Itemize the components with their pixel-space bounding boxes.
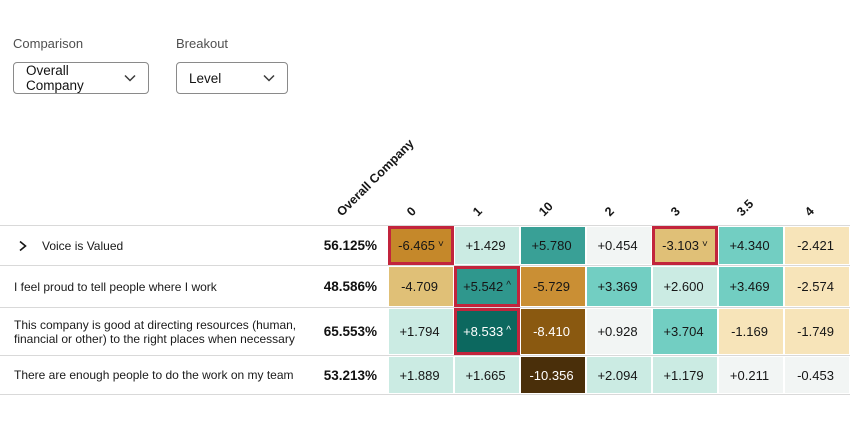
heatmap-cell[interactable]: -6.465 ˅ [388, 225, 454, 265]
heatmap-cell[interactable]: -3.103 ˅ [652, 225, 718, 265]
heatmap-cell[interactable]: +3.469 [718, 265, 784, 307]
column-header-0: 0 [404, 204, 419, 219]
row-label: I feel proud to tell people where I work [14, 279, 217, 294]
significance-down-marker: ˅ [438, 239, 444, 250]
cell-value: -10.356 [529, 367, 574, 383]
heatmap-cell[interactable]: +0.928 [586, 307, 652, 355]
cell-value: +1.794 [399, 324, 440, 339]
cell-value: +1.179 [663, 367, 704, 383]
column-headers: Overall Company 0 1 10 2 3 3.5 4 [0, 113, 850, 225]
cell-value: +1.429 [465, 238, 506, 253]
chevron-down-icon [124, 74, 136, 82]
column-header-4: 4 [802, 204, 817, 219]
heatmap-table: Voice is Valued 56.125% -6.465 ˅ +1.429 +… [0, 225, 850, 395]
heatmap-cell[interactable]: +1.429 [454, 225, 520, 265]
comparison-dropdown-value: Overall Company [26, 63, 84, 93]
cell-value: -5.729 [533, 279, 570, 294]
heatmap-cell[interactable]: -4.709 [388, 265, 454, 307]
cell-value: +0.454 [597, 238, 638, 253]
breakout-dropdown-value: Level [189, 70, 222, 86]
expand-chevron-icon[interactable] [18, 240, 27, 252]
breakout-control: Breakout Level [176, 36, 288, 94]
comparison-value: 48.586% [312, 265, 388, 307]
cell-value: -8.410 [533, 324, 570, 339]
cell-value: -3.103 [662, 238, 700, 253]
cell-value: +0.211 [729, 367, 770, 383]
column-header-3.5: 3.5 [734, 196, 757, 219]
heatmap-cell[interactable]: +2.094 [586, 355, 652, 395]
heatmap-cell[interactable]: +0.454 [586, 225, 652, 265]
comparison-label: Comparison [13, 36, 84, 51]
row-label-cell: This company is good at directing resour… [0, 307, 312, 355]
significance-down-marker: ˅ [702, 239, 708, 250]
heatmap-cell[interactable]: -2.421 [784, 225, 850, 265]
cell-value: +1.665 [465, 367, 506, 383]
heatmap-cell[interactable]: +1.665 [454, 355, 520, 395]
heatmap-cell[interactable]: -10.356 [520, 355, 586, 395]
column-header-1: 1 [470, 204, 485, 219]
comparison-value: 65.553% [312, 307, 388, 355]
comparison-value: 53.213% [312, 355, 388, 395]
cell-value: +5.780 [531, 238, 572, 253]
cell-value: +5.542 [463, 279, 504, 294]
heatmap-cell[interactable]: -8.410 [520, 307, 586, 355]
heatmap-cell[interactable]: +8.533 ^ [454, 307, 520, 355]
heatmap-cell[interactable]: -0.453 [784, 355, 850, 395]
cell-value: +3.469 [729, 279, 770, 294]
cell-value: +0.928 [597, 324, 638, 339]
heatmap-cell[interactable]: +2.600 [652, 265, 718, 307]
cell-value: +2.094 [597, 367, 638, 383]
significance-up-marker: ^ [506, 280, 511, 291]
row-label-cell: I feel proud to tell people where I work [0, 265, 312, 307]
heatmap-cell[interactable]: -1.749 [784, 307, 850, 355]
cell-value: -4.709 [401, 279, 438, 294]
cell-value: -6.465 [398, 238, 436, 253]
row-label: This company is good at directing resour… [14, 317, 297, 346]
significance-up-marker: ^ [506, 325, 511, 336]
row-label: Voice is Valued [42, 238, 124, 253]
column-header-3: 3 [668, 204, 683, 219]
heatmap-cell[interactable]: +5.542 ^ [454, 265, 520, 307]
column-header-overall-company: Overall Company [334, 136, 417, 219]
row-label-cell: Voice is Valued [0, 225, 312, 265]
heatmap-cell[interactable]: +1.794 [388, 307, 454, 355]
cell-value: -0.453 [797, 367, 834, 383]
breakout-label: Breakout [176, 36, 229, 51]
cell-value: -2.421 [797, 238, 834, 253]
breakout-dropdown[interactable]: Level [176, 62, 288, 94]
heatmap-cell[interactable]: +5.780 [520, 225, 586, 265]
heatmap-cell[interactable]: +1.889 [388, 355, 454, 395]
cell-value: -1.169 [731, 324, 768, 339]
cell-value: +8.533 [463, 324, 504, 339]
cell-value: -2.574 [797, 279, 834, 294]
column-header-2: 2 [602, 204, 617, 219]
cell-value: +4.340 [729, 238, 770, 253]
comparison-control: Comparison Overall Company [13, 36, 149, 94]
chevron-down-icon [263, 74, 275, 82]
row-label-cell: There are enough people to do the work o… [0, 355, 312, 395]
cell-value: +1.889 [399, 367, 440, 383]
heatmap-cell[interactable]: +1.179 [652, 355, 718, 395]
heatmap-cell[interactable]: +3.369 [586, 265, 652, 307]
cell-value: +2.600 [663, 279, 704, 294]
heatmap-cell[interactable]: +0.211 [718, 355, 784, 395]
heatmap-cell[interactable]: +4.340 [718, 225, 784, 265]
heatmap-cell[interactable]: -5.729 [520, 265, 586, 307]
column-header-10: 10 [536, 199, 556, 219]
heatmap-cell[interactable]: -1.169 [718, 307, 784, 355]
cell-value: +3.704 [663, 324, 704, 339]
row-label: There are enough people to do the work o… [14, 368, 294, 382]
filter-controls: Comparison Overall Company Breakout Leve… [13, 36, 288, 94]
comparison-value: 56.125% [312, 225, 388, 265]
comparison-dropdown[interactable]: Overall Company [13, 62, 149, 94]
cell-value: +3.369 [597, 279, 638, 294]
heatmap-cell[interactable]: +3.704 [652, 307, 718, 355]
cell-value: -1.749 [797, 324, 834, 339]
heatmap-cell[interactable]: -2.574 [784, 265, 850, 307]
